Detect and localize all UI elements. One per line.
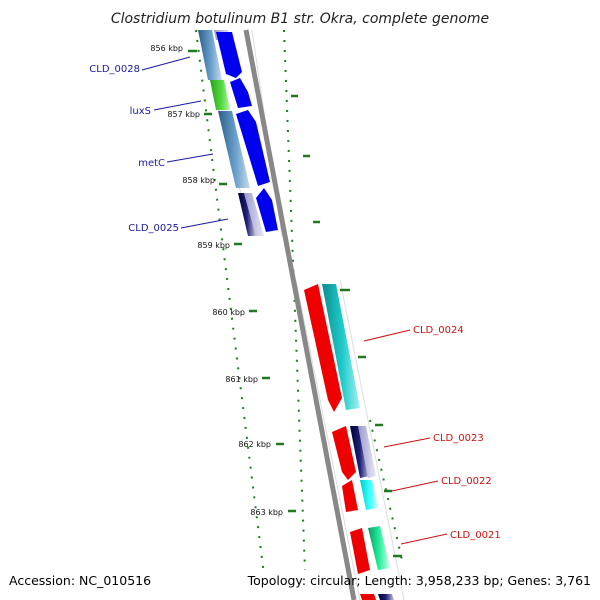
cds-arrow-partial-bottom (360, 594, 376, 600)
gene-label-luxs[interactable]: luxS (130, 106, 151, 117)
cds-arrow-clD-0021 (350, 528, 370, 574)
gene-leader-line (180, 218, 229, 229)
right-gene-labels: CLD_0024 CLD_0023 CLD_0022 CLD_0021 (363, 325, 501, 545)
cog-feature-navy-0023 (350, 426, 370, 478)
gene-leader-line (363, 329, 411, 342)
scale-tick-label: 860 kbp (212, 308, 245, 317)
gene-label-clD-0022[interactable]: CLD_0022 (441, 476, 492, 487)
genome-backbone (243, 29, 357, 600)
gene-leader-line (400, 533, 448, 545)
left-gene-labels: CLD_0028 luxS metC CLD_0025 (89, 56, 229, 234)
outer-scale-major-ticks (291, 94, 402, 558)
scale-tick-label: 863 kbp (250, 508, 283, 517)
cog-feature-steel-upper (198, 30, 222, 80)
inner-scale-dotted-line (195, 29, 265, 576)
scale-tick-label: 859 kbp (197, 241, 230, 250)
cds-arrow-clD-0023 (332, 426, 356, 480)
cog-feature-green-luxs (210, 80, 230, 110)
accession-text: Accession: NC_010516 (9, 573, 151, 588)
cog-feature-navy-1 (238, 193, 256, 236)
scale-tick-label: 861 kbp (225, 375, 258, 384)
gene-leader-line (153, 100, 202, 111)
scale-tick-label: 856 kbp (150, 44, 183, 53)
scale-tick-labels: 856 kbp 857 kbp 858 kbp 859 kbp 860 kbp … (150, 44, 283, 517)
scale-tick-label: 862 kbp (238, 440, 271, 449)
cds-arrow-clD-0025 (256, 188, 278, 232)
gene-label-clD-0021[interactable]: CLD_0021 (450, 530, 501, 541)
gene-leader-line (166, 153, 214, 163)
scale-tick-label: 857 kbp (167, 110, 200, 119)
cog-feature-cyan-0024 (322, 284, 360, 410)
genome-summary-text: Topology: circular; Length: 3,958,233 bp… (247, 573, 591, 588)
gene-label-clD-0023[interactable]: CLD_0023 (433, 433, 484, 444)
cds-arrow-clD-0022 (342, 480, 358, 512)
cog-feature-pale-0023 (358, 426, 376, 478)
gene-leader-line (383, 437, 431, 448)
scale-major-ticks (188, 49, 296, 513)
cds-arrow-luxs (230, 78, 252, 108)
cog-feature-steel-metc (218, 111, 250, 188)
gene-label-clD-0025[interactable]: CLD_0025 (128, 223, 179, 234)
cog-feature-pale-1 (244, 193, 264, 236)
gene-leader-line (141, 56, 191, 71)
cds-arrow-clD-0028 (216, 32, 242, 78)
scale-tick-label: 858 kbp (182, 176, 215, 185)
cog-feature-mint-0021 (368, 526, 390, 570)
gene-label-metc[interactable]: metC (138, 158, 165, 169)
gene-leader-line (391, 480, 439, 492)
cog-feature-aqua-0022 (360, 480, 378, 510)
cds-arrow-clD-0024 (304, 284, 342, 412)
gene-label-clD-0024[interactable]: CLD_0024 (413, 325, 464, 336)
map-title: Clostridium botulinum B1 str. Okra, comp… (111, 11, 489, 27)
outer-scale-dotted-line (283, 29, 306, 571)
gene-label-clD-0028[interactable]: CLD_0028 (89, 64, 140, 75)
cds-arrow-metc (236, 110, 270, 186)
cog-feature-navy-bottom (378, 594, 394, 600)
